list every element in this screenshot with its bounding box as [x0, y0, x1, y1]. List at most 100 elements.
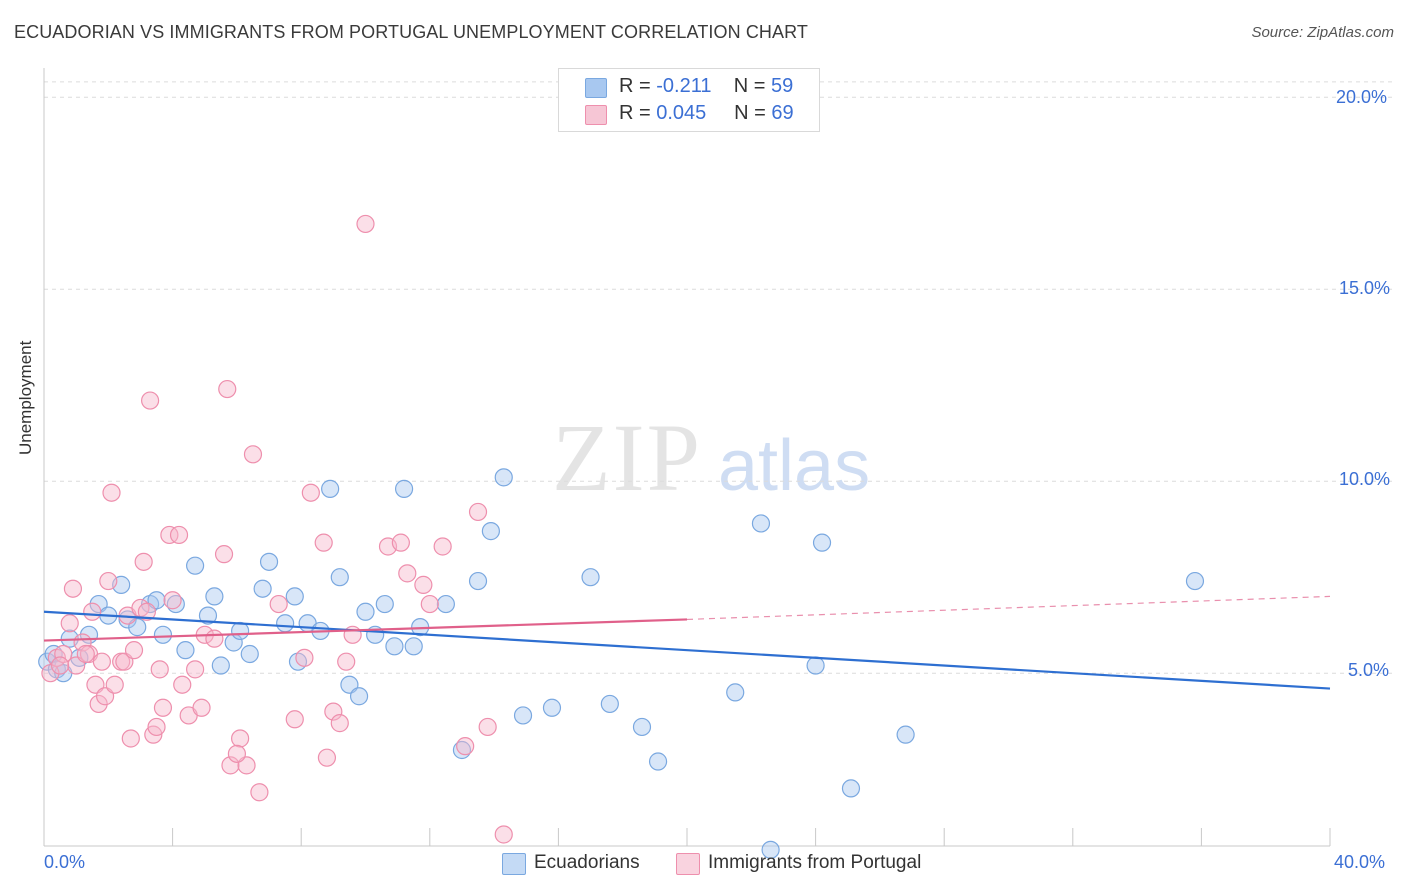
portugal-point	[173, 675, 192, 694]
ecuadorian-point	[186, 556, 205, 575]
ecuadorian-point	[751, 514, 771, 533]
bottom-legend-label-portugal: Immigrants from Portugal	[708, 852, 922, 873]
portugal-point	[456, 737, 475, 756]
portugal-point	[295, 648, 314, 667]
portugal-point	[285, 710, 304, 729]
portugal-point	[243, 445, 263, 464]
portugal-point	[205, 629, 224, 648]
portugal-point	[54, 644, 73, 664]
portugal-point	[218, 379, 237, 399]
portugal-point	[214, 545, 234, 564]
ecuadorian-point	[481, 522, 500, 541]
ecuadorian-point	[404, 637, 423, 656]
legend-r-label: R =	[619, 75, 651, 97]
ecuadorian-point	[276, 614, 295, 633]
portugal-point	[102, 483, 121, 502]
legend-r-value-ecuadorians: -0.211	[656, 75, 712, 97]
ecuadorian-point	[600, 694, 619, 714]
portugal-point	[121, 729, 140, 748]
portugal-point	[41, 664, 60, 683]
portugal-point	[324, 702, 343, 721]
legend-r-value-portugal: 0.045	[656, 102, 707, 124]
ecuadorian-point	[896, 725, 915, 744]
portugal-point	[169, 525, 189, 545]
portugal-point	[301, 483, 320, 502]
data-points	[38, 214, 1205, 859]
portugal-point	[153, 698, 173, 717]
portugal-point	[433, 537, 452, 556]
ecuadorian-point	[726, 683, 745, 702]
legend-n-label: N =	[733, 75, 766, 97]
ecuadorian-point	[1185, 571, 1205, 591]
portugal-point	[337, 652, 356, 671]
ecuadorian-point	[812, 533, 832, 552]
portugal-point	[134, 552, 153, 571]
ecuadorian-point	[349, 687, 369, 706]
portugal-point	[83, 602, 102, 621]
ecuadorian-point	[841, 779, 861, 798]
ecuadorian-point	[632, 717, 652, 737]
ecuadorian-point	[198, 606, 218, 625]
portugal-point	[221, 756, 240, 775]
portugal-point	[192, 698, 211, 717]
portugal-point	[60, 614, 79, 633]
ecuadorian-point	[153, 625, 173, 644]
portugal-point	[92, 652, 111, 671]
portugal-point	[414, 575, 433, 594]
ecuadorian-point	[436, 594, 455, 614]
portugal-point	[314, 533, 333, 552]
y-tick-label-10: 10.0%	[1339, 469, 1391, 489]
portugal-point	[186, 660, 205, 679]
ecuadorian-point	[118, 610, 137, 629]
ecuadorian-point	[375, 594, 394, 614]
ecuadorian-point	[259, 552, 279, 571]
bottom-legend-label-ecuadorians: Ecuadorians	[534, 852, 640, 873]
x-tick-label-max: 40.0%	[1334, 852, 1386, 872]
portugal-point	[76, 644, 95, 664]
ecuadorian-point	[394, 479, 414, 498]
ecuadorian-point	[542, 698, 562, 717]
ecuadorian-trend-line	[43, 610, 1331, 690]
ecuadorian-point	[211, 656, 230, 675]
y-axis-label: Unemployment	[16, 340, 35, 455]
ecuadorian-point	[285, 587, 304, 606]
bottom-legend-swatch-ecuadorians	[502, 853, 526, 875]
ecuadorian-point	[513, 706, 533, 725]
y-tick-label-5: 5.0%	[1348, 660, 1390, 680]
ecuadorian-point	[253, 579, 272, 598]
y-tick-label-15: 15.0%	[1339, 278, 1391, 298]
portugal-point	[398, 564, 417, 583]
chart-title: ECUADORIAN VS IMMIGRANTS FROM PORTUGAL U…	[14, 22, 808, 42]
ecuadorian-point	[240, 644, 259, 664]
ecuadorian-point	[231, 621, 250, 641]
portugal-point	[391, 533, 410, 552]
portugal-trend-line-extension	[686, 595, 1331, 621]
legend-n-value-portugal: 69	[771, 102, 794, 124]
watermark-atlas: atlas	[718, 426, 870, 506]
portugal-point	[50, 656, 70, 675]
portugal-point	[150, 660, 169, 679]
ecuadorian-point	[205, 587, 224, 606]
ecuadorian-point	[385, 637, 404, 656]
legend-r-label: R =	[619, 102, 651, 124]
correlation-legend: R = -0.211 N = 59 R = 0.045 N = 69	[558, 68, 820, 132]
portugal-point	[317, 748, 337, 767]
x-tick-label-min: 0.0%	[44, 852, 86, 872]
portugal-point	[269, 594, 288, 614]
portugal-trend-line	[43, 618, 688, 642]
ecuadorian-point	[330, 568, 349, 587]
axes	[43, 68, 1331, 847]
portugal-point	[137, 602, 156, 621]
source-label: Source: ZipAtlas.com	[1251, 24, 1394, 41]
portugal-point	[227, 744, 246, 763]
portugal-point	[356, 214, 375, 234]
portugal-point	[63, 579, 83, 598]
legend-swatch-portugal	[585, 105, 607, 125]
ecuadorian-point	[761, 840, 780, 859]
legend-swatch-ecuadorians	[585, 78, 607, 98]
legend-n-label: N =	[734, 102, 766, 124]
portugal-point	[231, 729, 250, 748]
portugal-point	[420, 594, 439, 614]
ecuadorian-point	[468, 571, 488, 591]
